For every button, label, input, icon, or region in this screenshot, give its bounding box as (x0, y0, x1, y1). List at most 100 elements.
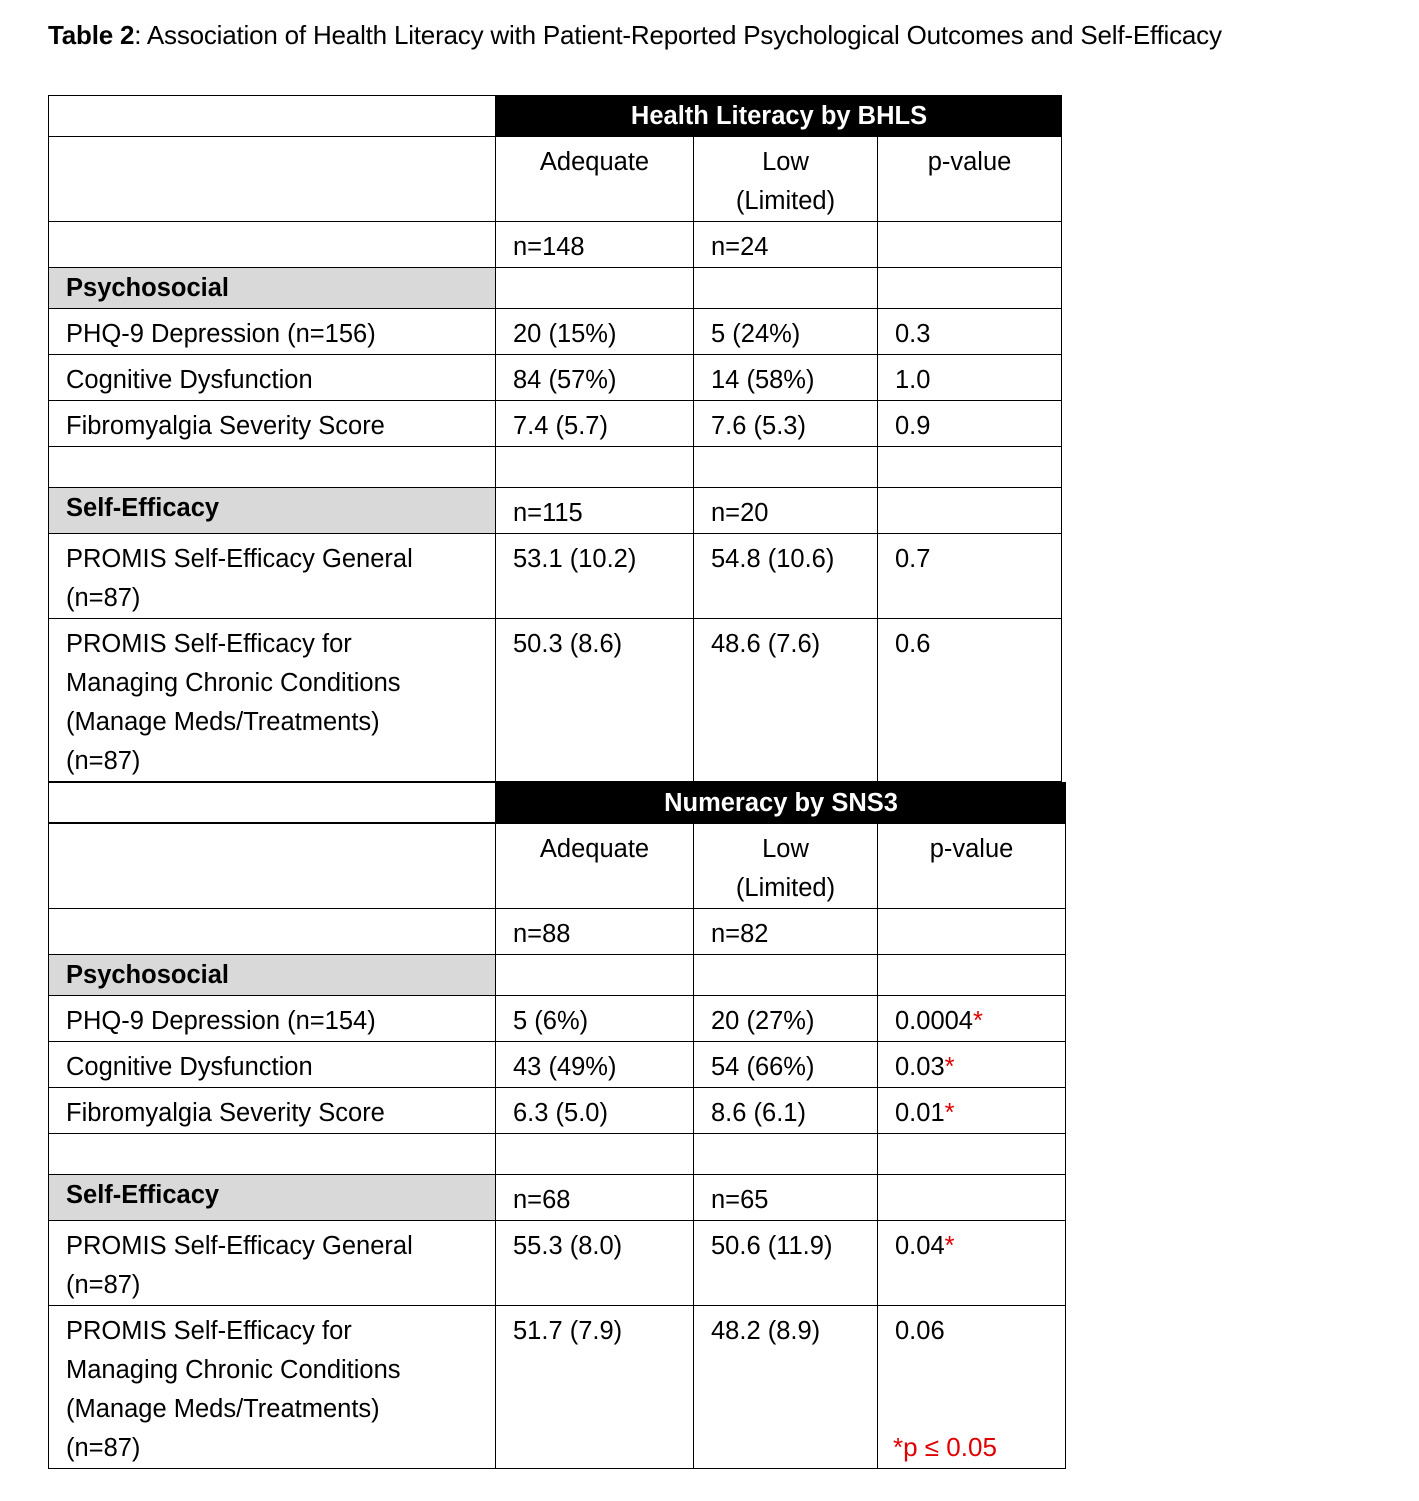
n-low: n=65 (693, 1174, 878, 1221)
adequate-value-text: 7.4 (5.7) (513, 412, 608, 440)
adequate-value-text: 43 (49%) (513, 1053, 617, 1081)
p-value-text: 0.3 (895, 320, 931, 348)
section-label: Self-Efficacy (48, 1174, 496, 1221)
empty-cell (876, 487, 1063, 534)
p-value-text: 0.0004 (895, 1007, 973, 1035)
n-low-text: n=24 (711, 233, 769, 261)
low-value-text: 54 (66%) (711, 1053, 815, 1081)
header-row: Health Literacy by BHLS (48, 95, 1063, 137)
empty-cell (876, 954, 1067, 996)
n-low: n=82 (693, 908, 878, 955)
row-label: PHQ-9 Depression (n=154) (48, 995, 496, 1042)
empty-cell (495, 1133, 694, 1175)
p-value: 0.6 (876, 618, 1063, 782)
low-value: 50.6 (11.9) (693, 1220, 878, 1306)
table-caption: : Association of Health Literacy with Pa… (134, 20, 1222, 50)
low-value: 7.6 (5.3) (693, 400, 878, 447)
group-header: Numeracy by SNS3 (494, 782, 1067, 824)
column-header-p-value: p-value (876, 136, 1063, 222)
p-value-text: 0.6 (895, 630, 931, 658)
low-value: 48.2 (8.9) (693, 1305, 878, 1469)
adequate-value: 51.7 (7.9) (495, 1305, 694, 1469)
p-value: 0.03* (876, 1041, 1067, 1088)
column-header-row: Adequate Low (Limited) p-value (48, 823, 1067, 909)
group-header: Health Literacy by BHLS (494, 95, 1063, 137)
n-row: n=88 n=82 (48, 908, 1067, 955)
section-label-text: Psychosocial (66, 274, 229, 302)
n-adequate-text: n=88 (513, 920, 571, 948)
column-header-low-text: Low (Limited) (735, 835, 836, 902)
section-row-psychosocial: Psychosocial (48, 954, 1067, 996)
row-label-text: PROMIS Self-Efficacy General (n=87) (66, 1232, 413, 1299)
empty-cell (48, 1133, 496, 1175)
row-label-text: PHQ-9 Depression (n=156) (66, 320, 376, 348)
column-header-adequate-text: Adequate (539, 148, 650, 176)
empty-cell (876, 1174, 1067, 1221)
empty-cell (48, 136, 496, 222)
p-value-text: 0.01 (895, 1099, 945, 1127)
table-row: PROMIS Self-Efficacy for Managing Chroni… (48, 1305, 1067, 1469)
column-header-low: Low (Limited) (693, 823, 878, 909)
low-value-text: 14 (58%) (711, 366, 815, 394)
adequate-value: 6.3 (5.0) (495, 1087, 694, 1134)
column-header-low-text: Low (Limited) (735, 148, 836, 215)
table-number: Table 2 (48, 20, 135, 50)
column-header-p-value: p-value (876, 823, 1067, 909)
n-adequate-text: n=68 (513, 1186, 571, 1214)
table-row: Fibromyalgia Severity Score 7.4 (5.7) 7.6 … (48, 400, 1063, 447)
section-label: Psychosocial (48, 267, 496, 309)
low-value: 5 (24%) (693, 308, 878, 355)
row-label: Cognitive Dysfunction (48, 1041, 496, 1088)
n-adequate: n=148 (495, 221, 694, 268)
empty-cell (48, 221, 496, 268)
adequate-value: 20 (15%) (495, 308, 694, 355)
adequate-value: 43 (49%) (495, 1041, 694, 1088)
empty-cell (48, 782, 496, 824)
empty-cell (48, 823, 496, 909)
n-adequate-text: n=115 (513, 499, 583, 527)
empty-cell (693, 446, 878, 488)
section-label-text: Self-Efficacy (66, 494, 220, 522)
significance-marker: * (944, 1232, 955, 1260)
p-value: 0.0004* (876, 995, 1067, 1042)
section-row-psychosocial: Psychosocial (48, 267, 1063, 309)
adequate-value-text: 51.7 (7.9) (513, 1317, 623, 1345)
empty-cell (876, 446, 1063, 488)
adequate-value: 84 (57%) (495, 354, 694, 401)
row-label-text: PROMIS Self-Efficacy for Managing Chroni… (66, 630, 401, 775)
adequate-value-text: 5 (6%) (513, 1007, 589, 1035)
significance-marker: * (944, 1053, 955, 1081)
n-adequate-text: n=148 (513, 233, 585, 261)
p-value-text: 0.03 (895, 1053, 945, 1081)
row-label: Fibromyalgia Severity Score (48, 400, 496, 447)
row-label-text: PROMIS Self-Efficacy for Managing Chroni… (66, 1317, 401, 1462)
section-label-text: Psychosocial (66, 961, 229, 989)
empty-cell (693, 267, 878, 309)
low-value-text: 7.6 (5.3) (711, 412, 806, 440)
table-row: Cognitive Dysfunction 43 (49%) 54 (66%) 0.0… (48, 1041, 1067, 1088)
significance-marker: * (973, 1007, 983, 1035)
row-label-text: PROMIS Self-Efficacy General (n=87) (66, 545, 413, 612)
blank-row (48, 1133, 1067, 1175)
section-row-self-efficacy: Self-Efficacy n=115 n=20 (48, 487, 1063, 534)
p-value-text: 0.06 (895, 1317, 945, 1345)
empty-cell (48, 446, 496, 488)
low-value-text: 20 (27%) (711, 1007, 815, 1035)
p-value: 0.9 (876, 400, 1063, 447)
row-label-text: Fibromyalgia Severity Score (66, 1099, 385, 1127)
low-value: 8.6 (6.1) (693, 1087, 878, 1134)
table-row: PROMIS Self-Efficacy General (n=87) 53.1 … (48, 533, 1063, 619)
empty-cell (495, 954, 694, 996)
p-value: 0.7 (876, 533, 1063, 619)
low-value: 54 (66%) (693, 1041, 878, 1088)
adequate-value-text: 84 (57%) (513, 366, 617, 394)
adequate-value: 53.1 (10.2) (495, 533, 694, 619)
n-low: n=24 (693, 221, 878, 268)
section-row-self-efficacy: Self-Efficacy n=68 n=65 (48, 1174, 1067, 1221)
table-row: PHQ-9 Depression (n=154) 5 (6%) 20 (27%) 0.… (48, 995, 1067, 1042)
row-label: PROMIS Self-Efficacy General (n=87) (48, 1220, 496, 1306)
table-row: PROMIS Self-Efficacy General (n=87) 55.3 … (48, 1220, 1067, 1306)
adequate-value-text: 53.1 (10.2) (513, 545, 637, 573)
section-label: Psychosocial (48, 954, 496, 996)
empty-cell (693, 954, 878, 996)
